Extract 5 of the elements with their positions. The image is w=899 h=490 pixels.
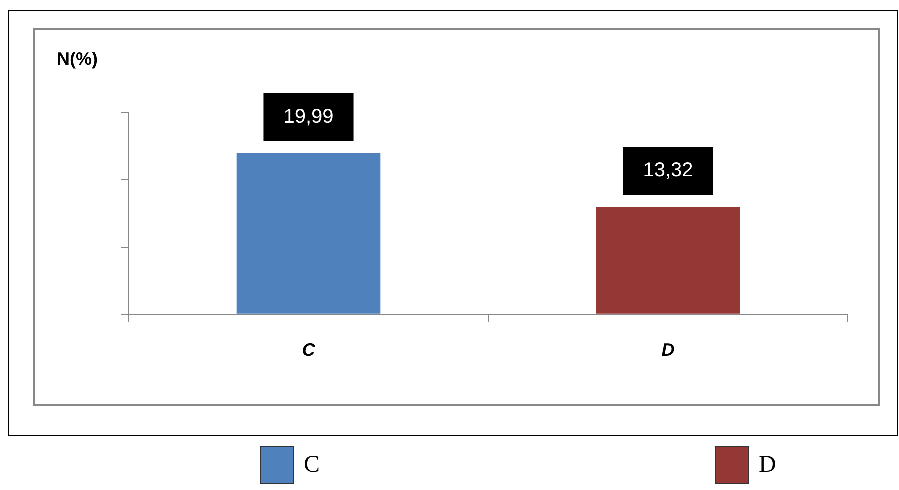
- data-label: 19,99: [284, 106, 334, 128]
- legend-label: D: [759, 452, 776, 478]
- data-label: 13,32: [643, 160, 694, 182]
- y-axis-title: N(%): [57, 48, 98, 69]
- legend-label: C: [304, 452, 320, 478]
